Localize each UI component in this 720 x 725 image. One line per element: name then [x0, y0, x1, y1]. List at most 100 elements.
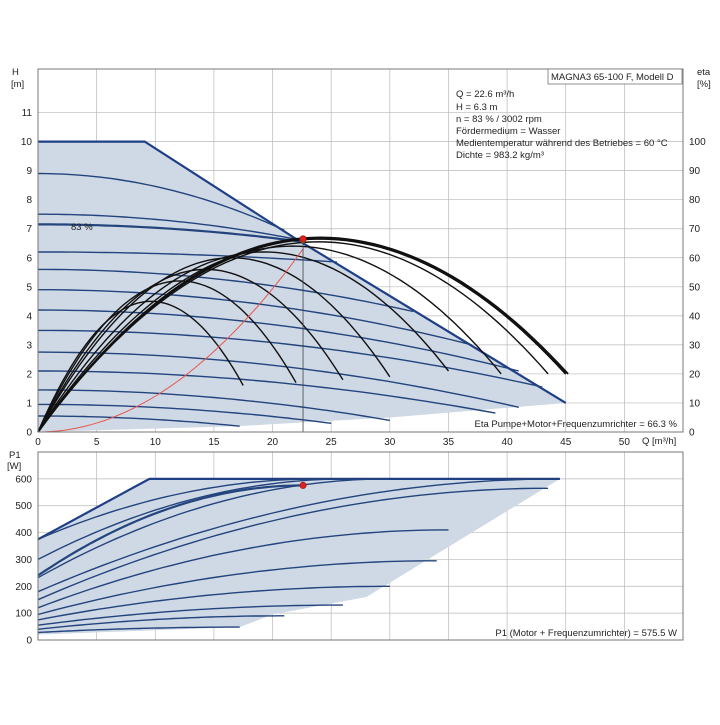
p1-curve-2	[37, 484, 304, 577]
eta-curve-1	[37, 280, 297, 433]
system-curve	[37, 248, 304, 433]
eta-curve-3	[37, 257, 391, 433]
qh-curve-0	[37, 172, 285, 231]
qh-curve-3	[38, 251, 338, 263]
y-tick-label: 0	[26, 428, 32, 439]
speed-curve-label: 83 %	[71, 222, 93, 233]
y-tick-label: 500	[15, 501, 32, 512]
p1-footer-text: P1 (Motor + Frequenzumrichter) = 575.5 W	[495, 628, 677, 639]
p1-plot-frame	[37, 451, 684, 641]
y2-tick-label: 100	[689, 137, 706, 148]
y2-tick-label: 90	[689, 166, 701, 177]
p1-envelope	[37, 477, 560, 635]
y2-tick-label: 60	[689, 253, 701, 264]
y-tick-label: 4	[26, 311, 32, 322]
y-tick-label: 2	[26, 369, 32, 380]
qh-envelope-area	[38, 141, 566, 432]
qh-envelope-max-curve	[38, 140, 567, 404]
y2-tick-label: 50	[689, 282, 701, 293]
info-temperature: Medientemperatur während des Betriebes =…	[456, 138, 668, 149]
y-tick-label: 200	[15, 582, 32, 593]
y-tick-label: 0	[26, 636, 32, 647]
y-tick-label: 5	[26, 282, 32, 293]
y-tick-label: 8	[26, 195, 32, 206]
qh-envelope	[38, 140, 567, 432]
y2-tick-label: 80	[689, 195, 701, 206]
duty-point-h-marker	[299, 235, 307, 243]
qh-marks	[37, 235, 307, 433]
qh-curve-2	[38, 223, 304, 243]
y2-tick-label: 40	[689, 311, 701, 322]
qh-curve-9	[38, 370, 496, 414]
x-tick-label: 30	[384, 437, 396, 448]
p1-curve-9	[37, 604, 343, 626]
p1-diagram: 0 100 200 300 400 500 600 P1 [W] P1 (Motor + F…	[7, 450, 684, 647]
x-tick-label: 0	[35, 437, 41, 448]
p1-curve-11	[37, 626, 240, 634]
qh-plot-frame	[37, 68, 684, 433]
p1-curve-3	[37, 478, 390, 579]
y2-tick-label: 20	[689, 369, 701, 380]
qh-curve-8	[37, 351, 519, 408]
y-tick-label: 10	[21, 137, 33, 148]
p1-envelope-max-curve	[37, 477, 560, 541]
y-tick-label: 7	[26, 224, 32, 235]
p1-curve-7	[37, 560, 437, 616]
info-head: H = 6.3 m	[456, 102, 498, 113]
y-tick-label: 11	[22, 108, 33, 119]
y-tick-label: 400	[15, 528, 32, 539]
p1-curve-6	[37, 529, 449, 609]
y-axis-unit-h: [m]	[11, 79, 24, 90]
x-tick-label: 25	[326, 437, 338, 448]
p1-ticks: 0 100 200 300 400 500 600	[15, 474, 32, 646]
x-tick-label: 35	[443, 437, 455, 448]
p1-iso-curves	[37, 478, 560, 634]
qh-curve-5	[38, 289, 473, 346]
info-flow: Q = 22.6 m³/h	[456, 89, 514, 100]
x-axis-label-q: Q [m³/h]	[642, 436, 676, 447]
y-axis-label-h: H	[12, 67, 19, 78]
y2-tick-label: 10	[689, 398, 701, 409]
y-tick-label: 9	[26, 166, 32, 177]
y-axis-unit-p1: [W]	[7, 461, 21, 472]
x-tick-label: 45	[560, 437, 572, 448]
p1-envelope-area	[38, 478, 560, 635]
x-tick-label: 10	[150, 437, 162, 448]
model-title-box	[547, 68, 683, 85]
p1-curve-0	[37, 478, 320, 540]
info-speed: n = 83 % / 3002 rpm	[456, 114, 542, 125]
x-tick-label: 50	[619, 437, 631, 448]
model-title: MAGNA3 65-100 F, Modell D	[551, 72, 674, 83]
p1-marks	[299, 481, 307, 489]
p1-curve-4	[37, 478, 560, 593]
p1-curve-5	[37, 487, 549, 601]
y-tick-label: 1	[26, 398, 32, 409]
eta-curve-0	[37, 300, 244, 433]
p1-curve-1	[37, 478, 349, 561]
y-tick-label: 3	[26, 340, 32, 351]
x-tick-label: 15	[208, 437, 220, 448]
y2-tick-label: 30	[689, 340, 701, 351]
qh-curve-1	[38, 213, 303, 241]
duty-point-p1-marker	[299, 481, 307, 489]
y-axis-label-p1: P1	[9, 450, 21, 461]
y-tick-label: 600	[15, 474, 32, 485]
p1-curve-8	[37, 585, 390, 621]
qh-curve-11	[38, 403, 332, 424]
y2-axis-unit-eta: [%]	[697, 79, 711, 90]
p1-curve-10	[37, 615, 285, 630]
qh-curve-4	[38, 268, 414, 313]
x-tick-label: 40	[502, 437, 514, 448]
x-tick-label: 5	[94, 437, 100, 448]
qh-curve-12	[38, 415, 240, 427]
y-tick-label: 100	[15, 609, 32, 620]
qh-iso-curves	[37, 172, 543, 427]
x-tick-label: 20	[267, 437, 279, 448]
y2-axis-label-eta: eta	[697, 67, 711, 78]
y-tick-label: 6	[26, 253, 32, 264]
info-medium: Fördermedium = Wasser	[456, 126, 560, 137]
